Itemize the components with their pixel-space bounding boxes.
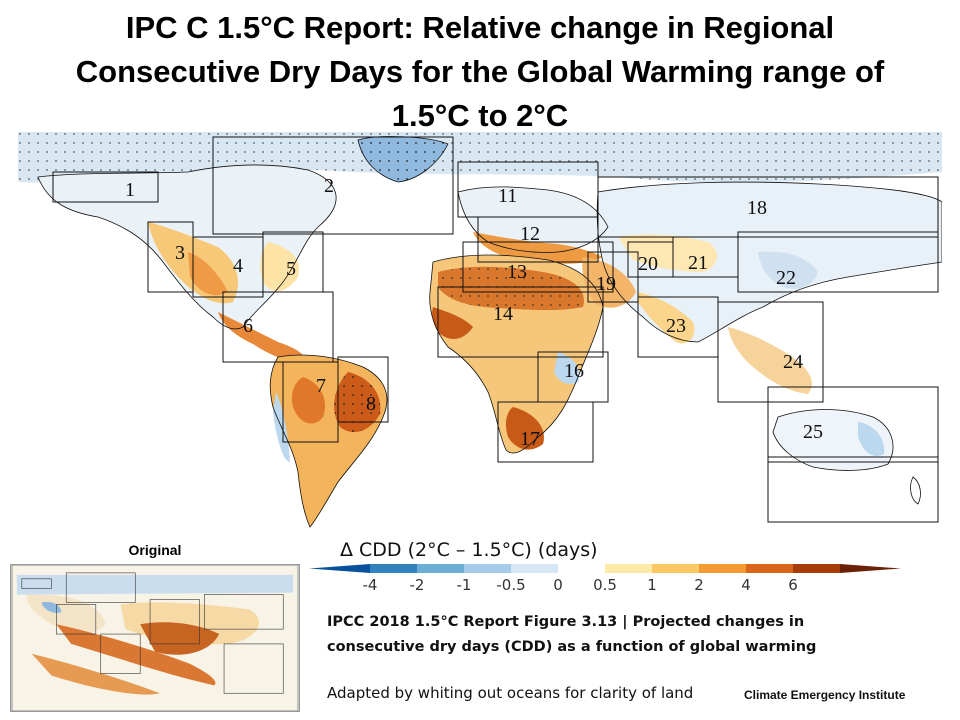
region-number-14: 14 <box>493 303 513 325</box>
world-map: 1 2 3 4 5 6 7 8 11 12 13 14 16 17 18 19 … <box>18 132 942 528</box>
region-number-7: 7 <box>316 375 326 397</box>
colorbar: -4 -2 -1 -0.5 0 0.5 1 2 4 6 <box>309 564 901 594</box>
africa-west <box>432 307 473 339</box>
colorbar-tick-label: -1 <box>457 576 472 594</box>
colorbar-segment <box>652 564 700 573</box>
region-number-12: 12 <box>520 223 540 245</box>
south-america-central <box>292 377 326 424</box>
africa-east <box>554 352 580 384</box>
title-line-3: 1.5°C to 2°C <box>391 98 569 133</box>
colorbar-segments <box>309 564 901 573</box>
region-number-20: 20 <box>638 253 658 275</box>
colorbar-tick-label: -0.5 <box>496 576 525 594</box>
south-america-brazil-stippling <box>334 372 381 433</box>
region-number-18: 18 <box>747 197 767 219</box>
colorbar-segment <box>511 564 559 573</box>
region-number-6: 6 <box>243 315 253 337</box>
adapted-note: Adapted by whiting out oceans for clarit… <box>327 684 694 702</box>
colorbar-tick-label: -2 <box>410 576 425 594</box>
region-number-11: 11 <box>498 185 517 207</box>
region-number-3: 3 <box>175 242 185 264</box>
colorbar-tick-label: 1 <box>647 576 657 594</box>
north-america-east-warm <box>260 242 299 292</box>
southeast-asia <box>728 327 812 394</box>
credit: Climate Emergency Institute <box>744 688 906 702</box>
region-number-17: 17 <box>520 428 540 450</box>
region-number-23: 23 <box>666 315 686 337</box>
south-asia <box>638 292 695 344</box>
region-number-25: 25 <box>803 421 823 443</box>
inset-arctic <box>16 574 294 595</box>
africa-sahara-stippling <box>438 266 584 311</box>
east-asia <box>758 251 818 289</box>
title-line-2: Consecutive Dry Days for the Global Warm… <box>75 54 885 89</box>
region-number-1: 1 <box>125 179 135 201</box>
new-zealand <box>910 476 921 505</box>
colorbar-segment <box>605 564 653 573</box>
title-line-1: IPC C 1.5°C Report: Relative change in R… <box>125 10 835 45</box>
region-number-13: 13 <box>507 261 527 283</box>
colorbar-segment <box>464 564 512 573</box>
region-boxes <box>52 136 939 523</box>
region-number-5: 5 <box>286 258 296 280</box>
colorbar-tick-label: 2 <box>694 576 704 594</box>
colorbar-segment <box>699 564 747 573</box>
colorbar-segment <box>417 564 465 573</box>
colorbar-title: Δ CDD (2°C – 1.5°C) (days) <box>340 539 598 561</box>
middle-east <box>582 257 636 308</box>
figure-caption: IPCC 2018 1.5°C Report Figure 3.13 | Pro… <box>327 610 927 660</box>
region-number-21: 21 <box>688 252 708 274</box>
region-number-16: 16 <box>564 360 584 382</box>
region-numbers: 1 2 3 4 5 6 7 8 11 12 13 14 16 17 18 19 … <box>125 175 823 450</box>
inset-frame <box>11 565 299 711</box>
inset-ocean-band <box>56 624 216 686</box>
region-number-24: 24 <box>783 351 803 373</box>
north-america-south-warm <box>188 252 228 296</box>
colorbar-tick-label: 6 <box>788 576 798 594</box>
region-number-4: 4 <box>233 255 243 277</box>
inset-south-band <box>31 653 160 695</box>
colorbar-segment <box>746 564 794 573</box>
central-asia <box>618 234 718 272</box>
colorbar-tick-label: 0.5 <box>593 576 617 594</box>
europe <box>458 186 608 253</box>
page-title: IPC C 1.5°C Report: Relative change in R… <box>0 6 960 138</box>
caption-line-2: consecutive dry days (CDD) as a function… <box>327 639 817 655</box>
region-number-2: 2 <box>324 175 334 197</box>
caption-line-1: IPCC 2018 1.5°C Report Figure 3.13 | Pro… <box>327 614 805 630</box>
original-map-thumbnail <box>10 564 300 712</box>
colorbar-segment <box>309 564 370 573</box>
region-number-22: 22 <box>776 267 796 289</box>
colorbar-segment <box>840 564 901 573</box>
africa-south <box>505 407 544 450</box>
colorbar-ticks: -4 -2 -1 -0.5 0 0.5 1 2 4 6 <box>363 576 798 594</box>
region-number-19: 19 <box>596 273 616 295</box>
colorbar-tick-label: -4 <box>363 576 378 594</box>
colorbar-segment <box>370 564 418 573</box>
colorbar-segment <box>558 564 606 573</box>
central-america <box>218 312 308 363</box>
australia-east <box>858 422 885 457</box>
inset-region-boxes <box>21 572 284 694</box>
inset-label: Original <box>128 542 182 558</box>
colorbar-tick-label: 0 <box>553 576 563 594</box>
colorbar-segment <box>793 564 841 573</box>
region-number-8: 8 <box>366 393 376 415</box>
greenland-stippling <box>358 136 448 182</box>
colorbar-tick-label: 4 <box>741 576 751 594</box>
